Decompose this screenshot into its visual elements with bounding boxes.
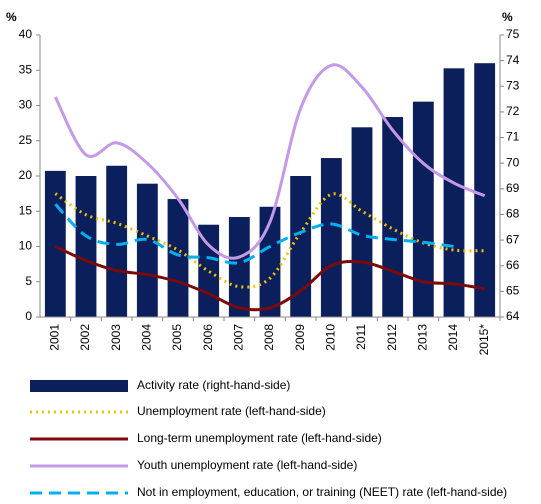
y-tick-label: 25 — [19, 133, 33, 147]
line — [54, 192, 485, 289]
y2-tick-label: 75 — [506, 27, 520, 41]
x-tick-label: 2012 — [385, 324, 399, 351]
x-tick-label: 2013 — [416, 324, 430, 351]
legend-label: Long-term unemployment rate (left-hand-s… — [137, 431, 382, 445]
y2-tick-label: 70 — [506, 155, 520, 169]
y2-tick-label: 65 — [506, 284, 520, 298]
bar — [167, 199, 189, 317]
line — [53, 63, 486, 260]
bar — [412, 101, 434, 318]
y2-tick-label: 73 — [506, 78, 520, 92]
line — [54, 245, 485, 312]
y2-tick-label: 66 — [506, 258, 520, 272]
x-tick-label: 2008 — [262, 324, 276, 351]
x-tick-label: 2015* — [477, 324, 491, 356]
x-tick-label: 2001 — [48, 324, 62, 351]
y2-tick-label: 64 — [506, 309, 520, 323]
y-tick-label: 5 — [25, 274, 32, 288]
legend-label: Not in employment, education, or trainin… — [137, 485, 507, 499]
x-tick-label: 2009 — [293, 324, 307, 351]
bar — [44, 170, 66, 317]
y-tick-label: 10 — [19, 239, 33, 253]
y2-tick-label: 69 — [506, 181, 520, 195]
bar — [198, 224, 220, 317]
x-tick-label: 2002 — [78, 324, 92, 351]
bar — [136, 183, 158, 317]
x-tick-label: 2003 — [109, 324, 123, 351]
bar — [75, 176, 97, 317]
bar — [290, 176, 312, 317]
line — [54, 203, 455, 265]
y-tick-label: 30 — [19, 98, 33, 112]
legend-label: Unemployment rate (left-hand-side) — [137, 404, 326, 418]
y-tick-label: 0 — [25, 309, 32, 323]
x-tick-label: 2010 — [324, 324, 338, 351]
legend-swatch — [30, 380, 128, 392]
y2-axis-label: % — [502, 10, 513, 24]
y2-tick-label: 72 — [506, 104, 520, 118]
y2-tick-label: 74 — [506, 53, 520, 67]
x-tick-label: 2014 — [446, 324, 460, 351]
x-tick-label: 2004 — [140, 324, 154, 351]
x-tick-label: 2007 — [232, 324, 246, 351]
bar — [106, 165, 128, 317]
y-tick-label: 20 — [19, 168, 33, 182]
bar — [474, 63, 496, 318]
y-axis-label: % — [6, 10, 17, 24]
x-tick-label: 2006 — [201, 324, 215, 351]
bar — [320, 158, 342, 317]
legend-label: Activity rate (right-hand-side) — [137, 378, 290, 392]
legend-label: Youth unemployment rate (left-hand-side) — [137, 458, 357, 472]
x-tick-label: 2011 — [354, 324, 368, 350]
bar — [351, 127, 373, 317]
y-tick-label: 40 — [19, 27, 33, 41]
bar — [228, 217, 250, 317]
y-tick-label: 15 — [19, 203, 33, 217]
bar — [443, 68, 465, 317]
y2-tick-label: 68 — [506, 207, 520, 221]
y2-tick-label: 71 — [506, 130, 520, 144]
y-tick-label: 35 — [19, 62, 33, 76]
bar — [382, 117, 404, 317]
y2-tick-label: 67 — [506, 232, 520, 246]
x-tick-label: 2005 — [170, 324, 184, 351]
